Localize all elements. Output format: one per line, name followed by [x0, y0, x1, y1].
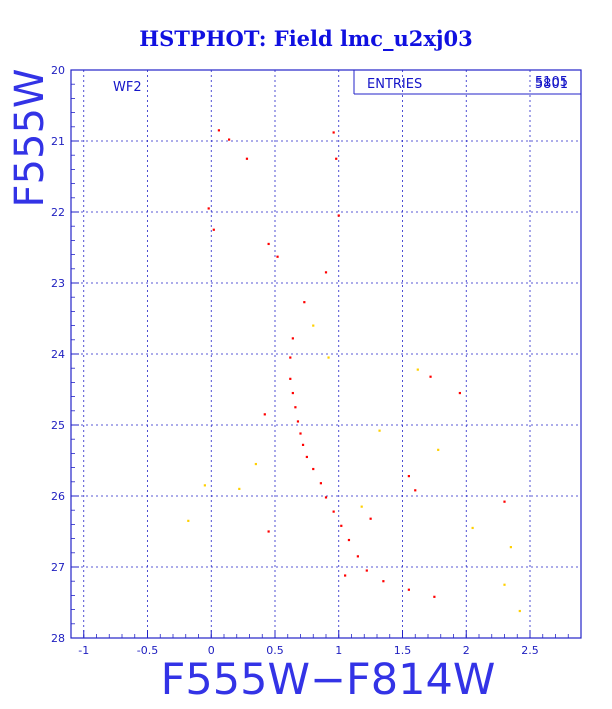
star-point-red	[217, 129, 220, 132]
star-point-red	[324, 271, 328, 274]
star-point-red	[335, 157, 338, 160]
star-point-red	[263, 413, 266, 416]
star-point-yellow	[503, 583, 506, 586]
star-point-red	[303, 301, 306, 304]
star-point-yellow	[238, 487, 241, 490]
stats-entries-value: 5105	[535, 75, 568, 90]
star-point-red	[296, 420, 300, 423]
star-point-red	[382, 580, 385, 583]
y-tick-label: 23	[51, 277, 65, 290]
x-tick-label: 2	[463, 644, 470, 657]
star-point-red	[312, 467, 315, 471]
star-point-red	[267, 242, 270, 246]
star-point-yellow	[471, 526, 474, 530]
star-point-red	[324, 496, 328, 499]
star-point-red	[276, 255, 279, 258]
x-tick-label: 0	[208, 644, 215, 657]
chip-label: WF2	[113, 80, 142, 95]
star-point-yellow	[203, 484, 206, 487]
stats-box: ENTRIES 5801 5105	[353, 70, 581, 95]
star-point-red	[503, 500, 506, 503]
y-tick-label: 25	[51, 419, 65, 432]
y-tick-label: 20	[51, 64, 65, 77]
star-point-red	[458, 391, 461, 395]
star-point-yellow	[312, 324, 315, 327]
x-tick-label: 0.5	[266, 644, 284, 657]
star-point-red	[299, 432, 302, 435]
y-axis-label-group: F555W	[7, 69, 53, 208]
x-tick-label: 1.5	[394, 644, 412, 657]
y-axis-label: F555W	[7, 69, 53, 208]
grid-lines	[71, 70, 581, 638]
star-point-red	[207, 207, 210, 210]
star-point-red	[289, 377, 292, 380]
star-point-yellow	[360, 505, 363, 508]
star-point-yellow	[416, 368, 419, 371]
y-tick-label: 26	[51, 490, 65, 503]
star-point-red	[245, 157, 249, 160]
data-points	[187, 129, 521, 613]
star-point-red	[365, 569, 368, 572]
x-axis-label: F555W−F814W	[161, 655, 496, 705]
star-point-yellow	[518, 609, 521, 613]
x-tick-label: -0.5	[137, 644, 158, 657]
star-point-red	[332, 131, 335, 134]
stats-entries-overlap-value: 5801	[535, 77, 568, 92]
star-point-red	[301, 443, 305, 446]
star-point-red	[212, 228, 215, 231]
star-point-red	[291, 337, 294, 340]
star-point-red	[291, 391, 294, 395]
star-point-red	[294, 406, 297, 409]
star-point-red	[429, 375, 432, 378]
star-point-red	[340, 524, 343, 527]
chart-title: HSTPHOT: Field lmc_u2xj03	[139, 26, 472, 51]
star-point-red	[414, 489, 417, 492]
star-point-red	[337, 214, 340, 217]
star-point-red	[347, 538, 351, 542]
star-point-red	[407, 588, 410, 591]
star-point-red	[305, 455, 308, 459]
star-point-red	[407, 475, 410, 478]
star-point-red	[332, 510, 335, 513]
axis-ticks	[71, 69, 569, 639]
star-point-yellow	[327, 356, 330, 359]
star-point-red	[267, 530, 270, 533]
star-point-red	[344, 574, 347, 577]
star-point-yellow	[254, 462, 257, 466]
star-point-red	[369, 517, 372, 520]
star-point-yellow	[509, 546, 512, 549]
y-tick-label: 28	[51, 632, 65, 645]
star-point-red	[319, 482, 322, 485]
star-point-yellow	[187, 519, 190, 522]
x-tick-label: -1	[78, 644, 89, 657]
y-tick-label: 22	[51, 206, 65, 219]
star-point-yellow	[437, 448, 440, 451]
x-tick-label: 1	[335, 644, 342, 657]
x-tick-label: 2.5	[521, 644, 539, 657]
y-tick-label: 27	[51, 561, 65, 574]
star-point-red	[356, 555, 359, 558]
star-point-red	[433, 595, 436, 598]
tick-labels: -1 -0.5 0 0.5 1 1.5 2 2.5 20 21 22 23 24 25 26 27 28	[51, 64, 539, 657]
y-tick-label: 24	[51, 348, 65, 361]
star-point-red	[289, 356, 292, 359]
star-point-yellow	[378, 429, 381, 432]
stats-entries-label: ENTRIES	[367, 77, 422, 92]
y-tick-label: 21	[51, 135, 65, 148]
star-point-red	[228, 138, 231, 141]
